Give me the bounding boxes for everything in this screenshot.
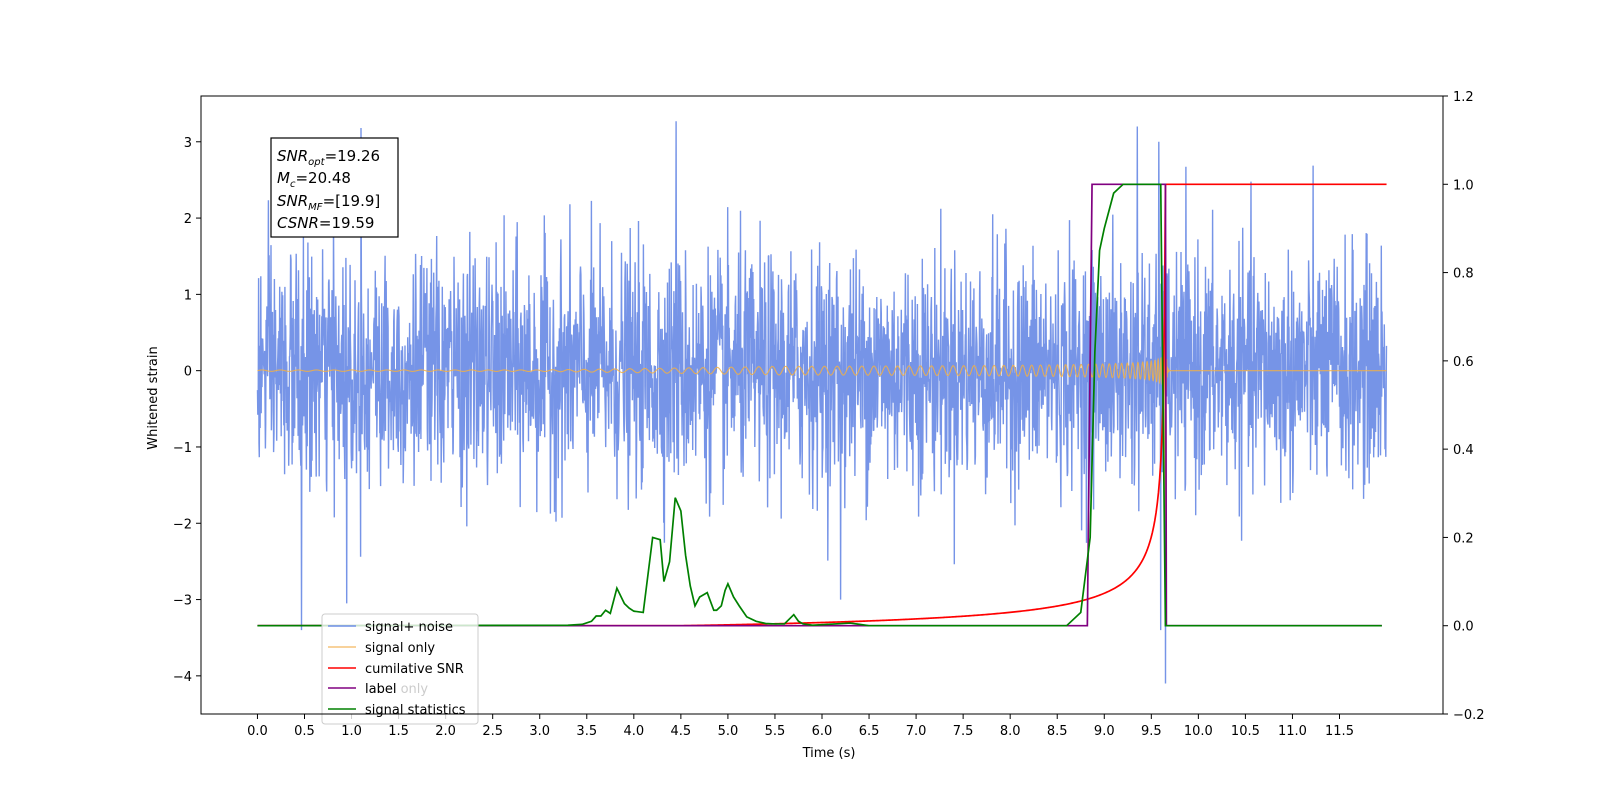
y2-tick-label: 0.6 (1453, 355, 1474, 370)
series-group (256, 121, 1388, 684)
x-tick-label: 4.0 (623, 724, 644, 739)
y2-tick-label: 1.2 (1453, 90, 1474, 105)
y2-tick-label: 0.4 (1453, 443, 1474, 458)
x-tick-label: 7.0 (906, 724, 927, 739)
y-tick-label: −4 (173, 670, 192, 685)
y2-tick-label: 0.2 (1453, 531, 1474, 546)
plot-frame (200, 95, 1444, 715)
legend-item-cumulative-snr: cumilative SNR (328, 662, 464, 677)
series-signal-only (257, 280, 1387, 521)
legend: label only signal+ noise signal only cum… (321, 613, 479, 725)
x-tick-label: 0.0 (247, 724, 268, 739)
plot-area (256, 121, 1388, 684)
series-cumulative-snr (257, 183, 1387, 627)
x-tick-label: 8.0 (1000, 724, 1021, 739)
y2-tick-label: 0.0 (1453, 620, 1474, 635)
x-tick-label: 11.0 (1278, 724, 1307, 739)
x-tick-label: 5.0 (718, 724, 739, 739)
x-tick-label: 1.0 (341, 724, 362, 739)
y-axis-left: 3 2 1 0 −1 −2 −3 −4 (173, 136, 201, 685)
x-tick-label: 10.0 (1184, 724, 1213, 739)
x-tick-label: 9.0 (1094, 724, 1115, 739)
info-mc: Mc=20.48 (277, 169, 351, 190)
x-tick-label: 8.5 (1047, 724, 1068, 739)
y-tick-label: 0 (184, 365, 192, 380)
x-tick-label: 0.5 (294, 724, 315, 739)
legend-label-signal-statistics: signal statistics (365, 703, 466, 718)
legend-item-signal-only: signal only (328, 641, 435, 656)
y-tick-label: −1 (173, 441, 192, 456)
x-tick-label: 2.5 (482, 724, 503, 739)
y2-tick-label: 1.0 (1453, 178, 1474, 193)
x-tick-label: 6.0 (812, 724, 833, 739)
legend-item-label: label (328, 682, 396, 697)
legend-frame (321, 613, 479, 725)
info-box: SNRopt=19.26 Mc=20.48 SNRMF=[19.9] CSNR=… (270, 137, 399, 238)
legend-label-signal-noise: signal+ noise (365, 620, 453, 635)
x-tick-label: 7.5 (953, 724, 974, 739)
x-tick-label: 2.0 (435, 724, 456, 739)
x-tick-label: 11.5 (1325, 724, 1354, 739)
x-tick-label: 10.5 (1231, 724, 1260, 739)
y-axis-right: 1.2 1.0 0.8 0.6 0.4 0.2 0.0 −0.2 (1443, 90, 1485, 723)
x-tick-label: 3.5 (576, 724, 597, 739)
y-tick-label: 1 (184, 288, 192, 303)
y2-tick-label: −0.2 (1453, 708, 1485, 723)
x-tick-label: 1.5 (388, 724, 409, 739)
legend-item-signal-noise: signal+ noise (328, 620, 453, 635)
x-tick-label: 9.5 (1141, 724, 1162, 739)
series-signal-noise (256, 121, 1388, 684)
y-tick-label: −2 (173, 517, 192, 532)
x-tick-label: 4.5 (671, 724, 692, 739)
info-csnr: CSNR=19.59 (277, 214, 374, 232)
series-signal-statistics (257, 183, 1382, 627)
y-tick-label: 3 (184, 136, 192, 151)
y2-tick-label: 0.8 (1453, 267, 1474, 282)
info-box-frame (270, 137, 399, 238)
x-tick-label: 3.0 (529, 724, 550, 739)
y-tick-label: −3 (173, 594, 192, 609)
legend-label-label: label (365, 682, 396, 697)
legend-label-cumulative-snr: cumilative SNR (365, 662, 464, 677)
x-tick-label: 5.5 (765, 724, 786, 739)
legend-label-signal-only: signal only (365, 641, 435, 656)
info-snr-opt: SNRopt=19.26 (277, 147, 380, 168)
x-axis: 0.0 0.5 1.0 1.5 2.0 2.5 3.0 3.5 4.0 4.5 5.0 5.5 6.0 6… (247, 714, 1354, 739)
x-tick-label: 6.5 (859, 724, 880, 739)
y-tick-label: 2 (184, 212, 192, 227)
x-axis-label: Time (s) (802, 746, 856, 761)
info-snr-mf: SNRMF=[19.9] (277, 192, 380, 213)
y-axis-label: Whitened strain (146, 346, 161, 449)
legend-ghost-text: label only (365, 682, 428, 697)
